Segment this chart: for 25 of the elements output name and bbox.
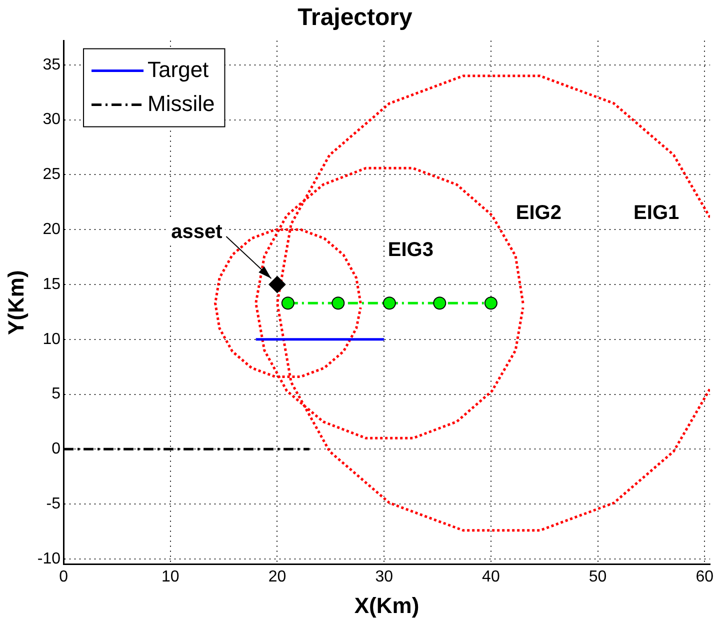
x-tick-label: 40 (482, 568, 500, 586)
x-tick-label: 60 (696, 568, 714, 586)
chart-title: Trajectory (298, 4, 414, 32)
legend-label: Target (148, 56, 209, 82)
legend-label: Missile (148, 90, 215, 116)
x-tick-label: 20 (268, 568, 286, 586)
x-axis-title: X(Km) (354, 592, 420, 618)
annotation: EIG2 (516, 202, 562, 224)
y-tick-label: 15 (42, 276, 61, 293)
y-axis-title: Y(Km) (3, 270, 28, 335)
y-tick-label: 0 (52, 440, 61, 458)
y-tick-label: -5 (46, 495, 61, 512)
annotation: EIG1 (634, 202, 680, 224)
y-tick-label: 20 (42, 221, 61, 238)
annotation: asset (171, 221, 223, 244)
y-tick-label: 5 (52, 386, 61, 403)
x-tick-label: 10 (161, 568, 180, 586)
y-tick-label: 25 (42, 166, 61, 184)
x-tick-label: 50 (588, 568, 607, 586)
y-tick-label: -10 (37, 550, 61, 568)
annotation: EIG3 (388, 238, 434, 261)
y-tick-label: 35 (42, 56, 61, 74)
y-tick-label: 10 (42, 330, 61, 348)
y-tick-label: 30 (42, 111, 61, 128)
x-tick-label: 30 (375, 568, 394, 586)
